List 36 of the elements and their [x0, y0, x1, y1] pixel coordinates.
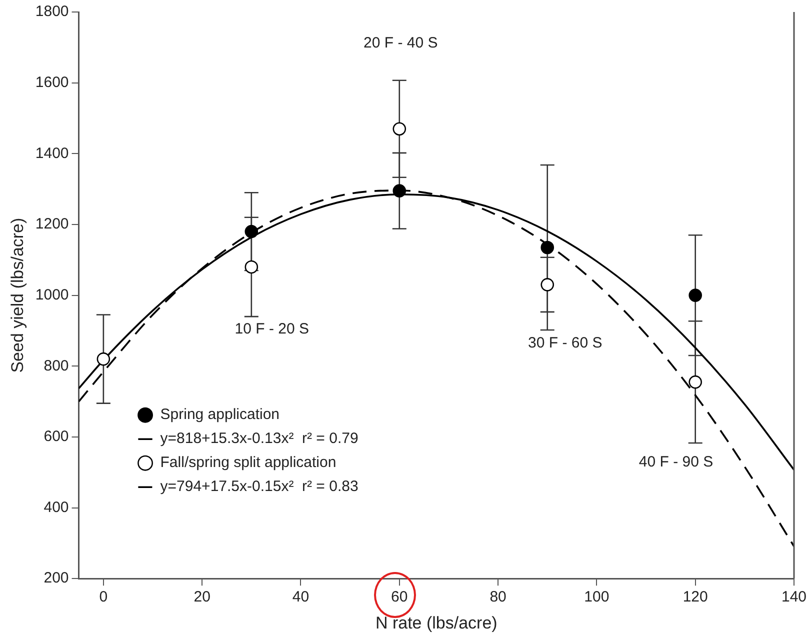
y-tick-label: 1400 — [35, 144, 69, 162]
point — [540, 278, 554, 292]
x-tick-label: 20 — [194, 588, 210, 606]
legend-label: Spring application — [160, 406, 280, 424]
point — [392, 184, 406, 198]
y-tick-label: 1600 — [35, 74, 69, 91]
point — [244, 260, 258, 274]
x-axis-title: N rate (lbs/acre) — [375, 613, 498, 632]
x-tick-label: 120 — [682, 588, 708, 606]
y-tick-label: 1200 — [35, 216, 69, 233]
annotation: 30 F - 60 S — [528, 334, 602, 352]
point — [688, 375, 702, 389]
point — [688, 288, 702, 302]
legend-label: Fall/spring split application — [160, 454, 336, 472]
annotation: 10 F - 20 S — [234, 320, 309, 338]
x-tick-label: 60 — [391, 588, 408, 606]
annotation: 40 F - 90 S — [638, 454, 714, 471]
y-tick-label: 600 — [44, 428, 69, 446]
legend-label: y=818+15.3x-0.13x² r² = 0.79 — [160, 430, 358, 448]
y-axis-title: Seed yield (lbs/acre) — [8, 218, 27, 373]
point — [540, 240, 554, 254]
y-tick-label: 200 — [44, 570, 69, 587]
y-tick-label: 1800 — [35, 3, 69, 20]
point — [244, 224, 258, 238]
x-tick-label: 0 — [99, 588, 108, 606]
point — [392, 122, 406, 136]
y-tick-label: 800 — [44, 357, 69, 374]
y-tick-label: 400 — [44, 498, 69, 516]
y-tick-label: 1000 — [35, 286, 69, 304]
x-tick-label: 100 — [584, 588, 610, 606]
annotation: 20 F - 40 S — [364, 34, 438, 52]
x-tick-label: 40 — [292, 588, 310, 606]
point — [96, 352, 110, 366]
x-tick-label: 140 — [781, 588, 807, 606]
x-tick-label: 80 — [490, 588, 506, 606]
legend-label: y=794+17.5x-0.15x² r² = 0.83 — [160, 478, 358, 496]
